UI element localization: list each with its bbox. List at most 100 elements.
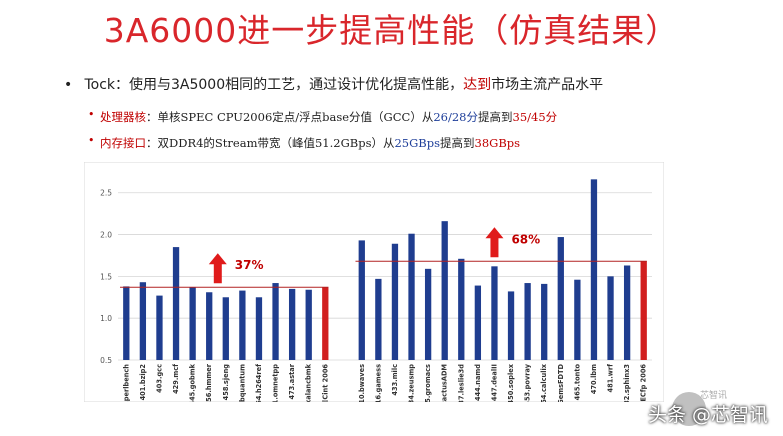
bar-481-wrf [607, 276, 614, 360]
y-tick-label: 0.5 [100, 356, 112, 365]
bar-473-astar [288, 288, 296, 360]
sub2-label: 内存接口 [100, 136, 146, 150]
watermark-text: 头条 @芯智讯 [648, 404, 769, 426]
sub1-label: 处理器核 [100, 110, 146, 124]
x-axis-labels: 400.perlbench 401.bzip2 403.gcc 429.mcf 445.… [122, 363, 647, 402]
x-tick-label: 471.omnetpp [272, 364, 280, 402]
x-tick-label: 465.tonto [573, 364, 581, 401]
sub-bullet-dot-icon: • [88, 134, 95, 147]
watermark-small: 芯智讯 [700, 391, 728, 401]
x-tick-label: SPECint 2006 [321, 364, 329, 402]
x-tick-label: 450.soplex [507, 363, 515, 402]
bar-445-gobmk [189, 287, 196, 360]
up-arrow-icon [485, 227, 504, 258]
bar-specfp-2006 [640, 261, 647, 360]
bar-435-gromacs [424, 268, 432, 360]
sub1-from: 26/28分 [433, 110, 478, 124]
bar-400-perlbench [123, 286, 130, 360]
bullet-prefix: Tock：使用与3A5000相同的工艺，通过设计优化提高性能， [84, 77, 464, 93]
bar-433-milc [391, 243, 399, 360]
x-tick-label: 403.gcc [155, 364, 163, 393]
bar-450-soplex [507, 291, 515, 360]
bar-462-libquantum [239, 290, 246, 360]
x-tick-label: 458.sjeng [222, 364, 230, 401]
chart-frame [84, 162, 664, 402]
sub-bullet-memory: • 内存接口：双DDR4的Stream带宽（峰值51.2GBps）从25GBps… [88, 134, 521, 151]
annotation-int: 37% [235, 258, 264, 272]
bullet-suffix: 市场主流产品水平 [491, 77, 604, 93]
x-tick-label: 483.xalancbmk [305, 363, 313, 402]
x-tick-label: 481.wrf [607, 364, 615, 393]
slide-title: 3A6000进一步提高性能（仿真结果） [103, 11, 680, 50]
bar-470-lbm [590, 179, 598, 360]
bar-specint-2006 [322, 287, 329, 360]
bar-403-gcc [156, 295, 163, 360]
x-tick-label: 447.dealII [490, 364, 498, 401]
sub2-from: 25GBps [394, 136, 441, 150]
bar-429-mcf [172, 247, 180, 360]
main-bullet: • Tock：使用与3A5000相同的工艺，通过设计优化提高性能，达到市场主流产… [64, 74, 603, 94]
x-tick-label: 462.libquantum [238, 364, 246, 402]
y-tick-label: 1.0 [100, 314, 112, 323]
x-tick-label: 453.povray [524, 363, 532, 402]
chart-bars [123, 179, 647, 360]
sub-bullet-dot-icon: • [88, 108, 95, 121]
x-tick-label: 444.namd [474, 364, 482, 401]
sub1-to: 35/45分 [512, 110, 558, 124]
bar-453-povray [524, 283, 531, 360]
bar-437-leslie3d [458, 258, 465, 360]
y-axis-ticks: 0.5 1.0 1.5 2.0 2.5 [100, 189, 112, 365]
watermark-logo-icon [672, 392, 706, 426]
x-tick-label: 434.zeusmp [408, 364, 416, 402]
x-tick-label: 410.bwaves [358, 364, 366, 402]
sub2-text: ：双DDR4的Stream带宽（峰值51.2GBps）从 [146, 136, 395, 150]
spec-speedup-chart: 0.51.01.52.02.5 400.perlbench 401.bzip2 40… [84, 162, 664, 402]
bar-458-sjeng [222, 297, 229, 360]
annotation-fp: 68% [511, 232, 540, 246]
bar-471-omnetpp [272, 283, 279, 360]
y-tick-label: 2.0 [100, 231, 112, 240]
sub2-mid: 提高到 [440, 136, 475, 150]
x-tick-label: 401.bzip2 [139, 364, 147, 401]
bar-483-xalancbmk [305, 289, 312, 360]
bar-401-bzip2 [139, 282, 147, 360]
bar-447-dealii [491, 266, 498, 360]
y-tick-label: 1.5 [100, 272, 112, 281]
x-tick-label: 445.gobmk [189, 363, 197, 402]
sub1-text: ：单核SPEC CPU2006定点/浮点base分值（GCC）从 [146, 110, 434, 124]
up-arrow-icon [208, 253, 227, 284]
x-tick-label: 400.perlbench [122, 364, 130, 402]
y-tick-label: 2.5 [100, 189, 112, 198]
x-tick-label: 459.GemsFDTD [557, 363, 565, 402]
x-tick-label: SPECfp 2006 [640, 364, 648, 402]
sub-bullet-processor: • 处理器核：单核SPEC CPU2006定点/浮点base分值（GCC）从26… [88, 108, 558, 125]
sub2-to: 38GBps [474, 136, 521, 150]
bar-464-h264ref [255, 297, 263, 360]
sub1-mid: 提高到 [478, 110, 513, 124]
x-tick-label: 433.milc [391, 364, 399, 396]
x-tick-label: 456.hmmer [205, 363, 213, 402]
x-tick-label: 429.mcf [172, 364, 180, 394]
bullet-highlight: 达到 [463, 77, 492, 93]
bar-465-tonto [574, 279, 581, 360]
bar-459-gemsfdtd [557, 237, 564, 360]
bar-434-zeusmp [408, 233, 415, 360]
x-tick-label: 437.leslie3d [457, 364, 465, 402]
x-tick-label: 473.astar [288, 363, 296, 399]
bar-482-sphinx3 [623, 265, 631, 360]
bar-410-bwaves [358, 240, 365, 360]
bar-456-hmmer [206, 292, 213, 360]
x-tick-label: 435.gromacs [424, 364, 432, 402]
reference-lines [119, 260, 647, 288]
x-tick-label: 416.gamess [374, 364, 382, 402]
bar-436-cactusadm [441, 221, 448, 360]
x-tick-label: 482.sphinx3 [623, 364, 631, 402]
chart-annotations: 37% 68% [208, 227, 540, 284]
bar-416-gamess [375, 278, 382, 360]
bar-454-calculix [541, 283, 548, 360]
bar-444-namd [474, 285, 482, 360]
x-tick-label: 464.h264ref [255, 364, 263, 402]
x-tick-label: 436.cactusADM [441, 364, 449, 402]
bullet-dot-icon: • [64, 77, 73, 93]
x-tick-label: 454.calculix [540, 363, 548, 402]
